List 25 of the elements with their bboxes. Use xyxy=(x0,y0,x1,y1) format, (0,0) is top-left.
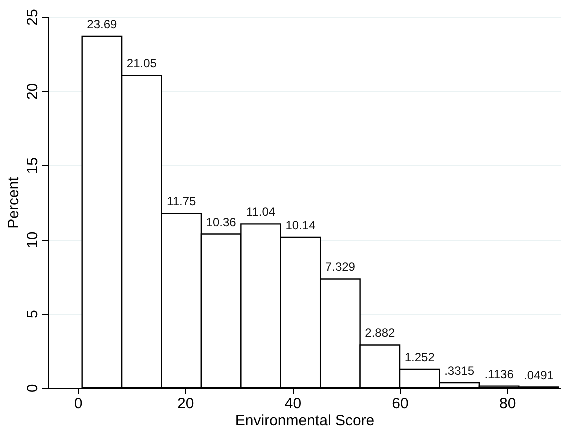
x-tick-label: 40 xyxy=(284,396,302,412)
y-tick-label: 20 xyxy=(24,83,42,100)
data-label: 10.14 xyxy=(286,218,316,233)
data-label: 2.882 xyxy=(365,326,396,340)
x-tick-label: 60 xyxy=(392,396,409,412)
data-label: 7.329 xyxy=(325,260,356,274)
data-label: 23.69 xyxy=(87,17,118,32)
data-label: .1136 xyxy=(484,367,514,382)
x-tick-label: 80 xyxy=(499,396,516,412)
data-label: 11.75 xyxy=(167,194,197,209)
y-tick-label: 15 xyxy=(24,158,42,174)
data-label: 11.04 xyxy=(246,205,276,220)
x-tick-label: 20 xyxy=(178,396,194,412)
data-label: 10.36 xyxy=(206,215,237,230)
y-tick-label: 25 xyxy=(24,9,42,26)
x-tick-label: 0 xyxy=(74,396,83,412)
data-label: 1.252 xyxy=(404,350,436,364)
data-label: 21.05 xyxy=(126,56,158,71)
data-label: .0491 xyxy=(524,368,554,382)
data-label: .3315 xyxy=(444,364,475,378)
y-axis-title: Percent xyxy=(6,176,22,229)
y-tick-label: 5 xyxy=(24,310,42,318)
y-tick-label: 0 xyxy=(24,384,42,393)
y-tick-label: 10 xyxy=(24,232,42,248)
x-axis-title: Environmental Score xyxy=(235,412,375,430)
